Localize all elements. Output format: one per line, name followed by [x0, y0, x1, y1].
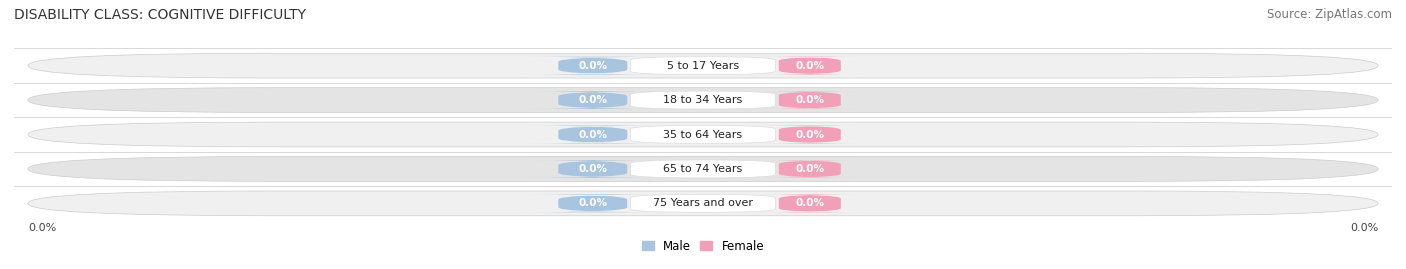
- Text: 18 to 34 Years: 18 to 34 Years: [664, 95, 742, 105]
- FancyBboxPatch shape: [28, 157, 1378, 181]
- Text: 0.0%: 0.0%: [578, 198, 607, 208]
- FancyBboxPatch shape: [28, 191, 1378, 216]
- FancyBboxPatch shape: [631, 194, 775, 212]
- Legend: Male, Female: Male, Female: [641, 240, 765, 253]
- Text: 0.0%: 0.0%: [796, 164, 824, 174]
- Text: 0.0%: 0.0%: [578, 95, 607, 105]
- FancyBboxPatch shape: [758, 91, 862, 109]
- Text: 0.0%: 0.0%: [796, 61, 824, 71]
- Text: Source: ZipAtlas.com: Source: ZipAtlas.com: [1267, 8, 1392, 21]
- Text: 0.0%: 0.0%: [796, 129, 824, 140]
- FancyBboxPatch shape: [758, 126, 862, 143]
- Text: 0.0%: 0.0%: [28, 223, 56, 233]
- Text: 35 to 64 Years: 35 to 64 Years: [664, 129, 742, 140]
- Text: 0.0%: 0.0%: [578, 129, 607, 140]
- Text: 0.0%: 0.0%: [796, 198, 824, 208]
- FancyBboxPatch shape: [631, 57, 775, 75]
- FancyBboxPatch shape: [28, 88, 1378, 112]
- FancyBboxPatch shape: [524, 194, 662, 212]
- FancyBboxPatch shape: [28, 122, 1378, 147]
- FancyBboxPatch shape: [631, 126, 775, 143]
- Text: 5 to 17 Years: 5 to 17 Years: [666, 61, 740, 71]
- Text: 0.0%: 0.0%: [796, 95, 824, 105]
- Text: 0.0%: 0.0%: [1350, 223, 1378, 233]
- Text: 0.0%: 0.0%: [578, 164, 607, 174]
- FancyBboxPatch shape: [524, 91, 662, 109]
- Text: DISABILITY CLASS: COGNITIVE DIFFICULTY: DISABILITY CLASS: COGNITIVE DIFFICULTY: [14, 8, 307, 22]
- FancyBboxPatch shape: [524, 126, 662, 143]
- Text: 0.0%: 0.0%: [578, 61, 607, 71]
- FancyBboxPatch shape: [524, 160, 662, 178]
- FancyBboxPatch shape: [631, 91, 775, 109]
- Text: 65 to 74 Years: 65 to 74 Years: [664, 164, 742, 174]
- FancyBboxPatch shape: [758, 194, 862, 212]
- FancyBboxPatch shape: [758, 57, 862, 75]
- FancyBboxPatch shape: [631, 160, 775, 178]
- FancyBboxPatch shape: [758, 160, 862, 178]
- FancyBboxPatch shape: [28, 53, 1378, 78]
- Text: 75 Years and over: 75 Years and over: [652, 198, 754, 208]
- FancyBboxPatch shape: [524, 57, 662, 75]
